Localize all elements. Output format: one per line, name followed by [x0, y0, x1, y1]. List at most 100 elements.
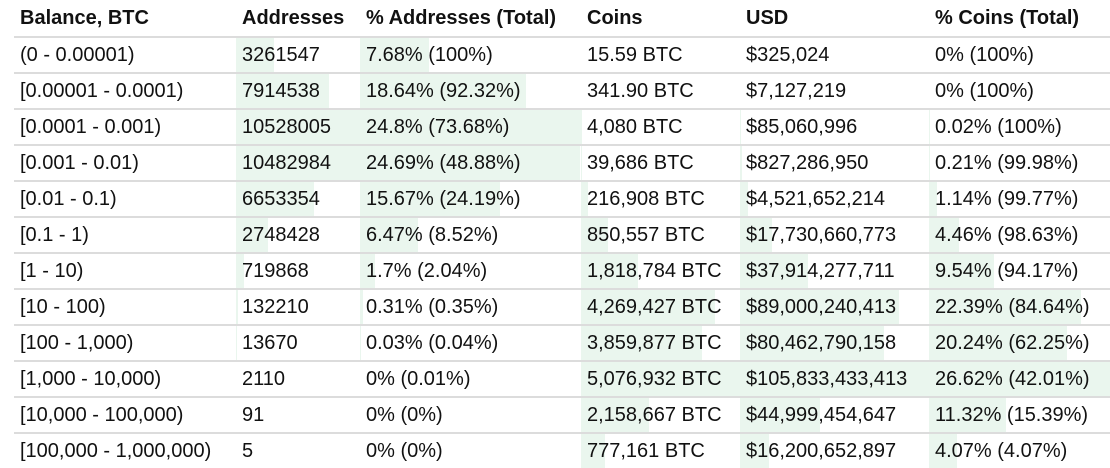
value-bar: [236, 218, 269, 252]
pct-coins-cell: 0.02% (100%): [929, 109, 1110, 146]
value-bar: [581, 254, 638, 288]
pct-addresses-cell: 6.47% (8.52%): [360, 217, 581, 254]
addresses-cell: 3261547: [236, 37, 360, 74]
usd-text: $85,060,996: [746, 115, 858, 138]
value-bar: [929, 326, 1067, 360]
balance-cell: [100 - 1,000): [14, 325, 236, 362]
value-bar: [581, 398, 649, 432]
pct-coins-cell: 4.46% (98.63%): [929, 217, 1110, 254]
balance-text: [0.01 - 0.1): [20, 187, 117, 210]
usd-cell: $16,200,652,897: [740, 433, 929, 468]
coins-text: 4,080 BTC: [587, 115, 683, 138]
pct-coins-cell: 0.21% (99.98%): [929, 145, 1110, 182]
table-row: [1 - 10) 719868 1.7% (2.04%) 1,818,784 BTC $…: [14, 253, 1110, 290]
addresses-cell: 7914538: [236, 73, 360, 110]
pct-addresses-text: 24.69% (48.88%): [366, 151, 521, 174]
table-row: [0.00001 - 0.0001) 7914538 18.64% (92.32%)…: [14, 73, 1110, 110]
pct-addresses-text: 0% (0%): [366, 403, 443, 426]
value-bar: [929, 434, 957, 468]
balance-text: [0.1 - 1): [20, 223, 89, 246]
balance-text: [0.001 - 0.01): [20, 151, 139, 174]
pct-addresses-cell: 0.31% (0.35%): [360, 289, 581, 326]
usd-cell: $80,462,790,158: [740, 325, 929, 362]
balance-text: [10 - 100): [20, 295, 106, 318]
usd-text: $17,730,660,773: [746, 223, 897, 246]
pct-coins-text: 4.46% (98.63%): [935, 223, 1079, 246]
usd-cell: $7,127,219: [740, 73, 929, 110]
pct-addresses-text: 0% (0.01%): [366, 367, 471, 390]
value-bar: [929, 398, 1006, 432]
header-pct-addresses[interactable]: % Addresses (Total): [360, 0, 581, 38]
coins-text: 1,818,784 BTC: [587, 259, 722, 282]
coins-text: 341.90 BTC: [587, 79, 694, 102]
pct-addresses-cell: 0% (0.01%): [360, 361, 581, 398]
coins-text: 3,859,877 BTC: [587, 331, 722, 354]
pct-addresses-cell: 0% (0%): [360, 397, 581, 434]
value-bar: [236, 110, 360, 144]
addresses-cell: 2110: [236, 361, 360, 398]
value-bar: [360, 146, 581, 180]
value-bar: [929, 362, 1110, 396]
pct-addresses-text: 7.68% (100%): [366, 43, 493, 66]
pct-coins-cell: 11.32% (15.39%): [929, 397, 1110, 434]
pct-coins-text: 4.07% (4.07%): [935, 439, 1068, 462]
value-bar: [236, 254, 245, 288]
balance-text: [10,000 - 100,000): [20, 403, 184, 426]
usd-text: $325,024: [746, 43, 830, 66]
value-bar: [360, 254, 376, 288]
value-bar: [581, 146, 583, 180]
addresses-text: 2110: [242, 367, 286, 390]
addresses-text: 7914538: [242, 79, 320, 102]
balance-cell: [10 - 100): [14, 289, 236, 326]
balance-cell: [100,000 - 1,000,000): [14, 433, 236, 468]
table-row: [10,000 - 100,000) 91 0% (0%) 2,158,667 BTC…: [14, 397, 1110, 434]
usd-cell: $37,914,277,711: [740, 253, 929, 290]
pct-addresses-cell: 0% (0%): [360, 433, 581, 468]
coins-text: 850,557 BTC: [587, 223, 705, 246]
table-row: [0.01 - 0.1) 6653354 15.67% (24.19%) 216,90…: [14, 181, 1110, 218]
table-row: [100,000 - 1,000,000) 5 0% (0%) 777,161 BTC…: [14, 433, 1110, 468]
coins-text: 2,158,667 BTC: [587, 403, 722, 426]
usd-text: $827,286,950: [746, 151, 869, 174]
coins-cell: 777,161 BTC: [581, 433, 740, 468]
pct-addresses-text: 6.47% (8.52%): [366, 223, 499, 246]
header-usd[interactable]: USD: [740, 0, 929, 38]
addresses-text: 132210: [242, 295, 309, 318]
coins-cell: 216,908 BTC: [581, 181, 740, 218]
usd-cell: $325,024: [740, 37, 929, 74]
addresses-text: 5: [242, 439, 254, 462]
balance-text: [100 - 1,000): [20, 331, 134, 354]
value-bar: [581, 326, 702, 360]
value-bar: [360, 218, 418, 252]
value-bar: [360, 38, 429, 72]
pct-coins-text: 0% (100%): [935, 43, 1034, 66]
value-bar: [236, 146, 360, 180]
header-coins[interactable]: Coins: [581, 0, 740, 38]
pct-coins-cell: 22.39% (84.64%): [929, 289, 1110, 326]
coins-cell: 39,686 BTC: [581, 145, 740, 182]
addresses-text: 13670: [242, 331, 298, 354]
header-balance[interactable]: Balance, BTC: [14, 0, 236, 38]
value-bar: [360, 110, 581, 144]
usd-cell: $4,521,652,214: [740, 181, 929, 218]
balance-text: [0.00001 - 0.0001): [20, 79, 184, 102]
pct-coins-text: 0.02% (100%): [935, 115, 1062, 138]
header-addresses[interactable]: Addresses: [236, 0, 360, 38]
coins-cell: 15.59 BTC: [581, 37, 740, 74]
pct-coins-cell: 26.62% (42.01%): [929, 361, 1110, 398]
pct-coins-cell: 0% (100%): [929, 37, 1110, 74]
balance-cell: [1,000 - 10,000): [14, 361, 236, 398]
usd-text: $105,833,433,413: [746, 367, 908, 390]
coins-text: 216,908 BTC: [587, 187, 705, 210]
value-bar: [740, 254, 808, 288]
pct-addresses-text: 15.67% (24.19%): [366, 187, 521, 210]
addresses-text: 3261547: [242, 43, 320, 66]
value-bar: [929, 182, 937, 216]
table-row: (0 - 0.00001) 3261547 7.68% (100%) 15.59 BT…: [14, 37, 1110, 74]
pct-coins-text: 22.39% (84.64%): [935, 295, 1090, 318]
pct-addresses-text: 24.8% (73.68%): [366, 115, 510, 138]
addresses-cell: 6653354: [236, 181, 360, 218]
header-pct-coins[interactable]: % Coins (Total): [929, 0, 1110, 38]
value-bar: [740, 218, 772, 252]
balance-cell: (0 - 0.00001): [14, 37, 236, 74]
